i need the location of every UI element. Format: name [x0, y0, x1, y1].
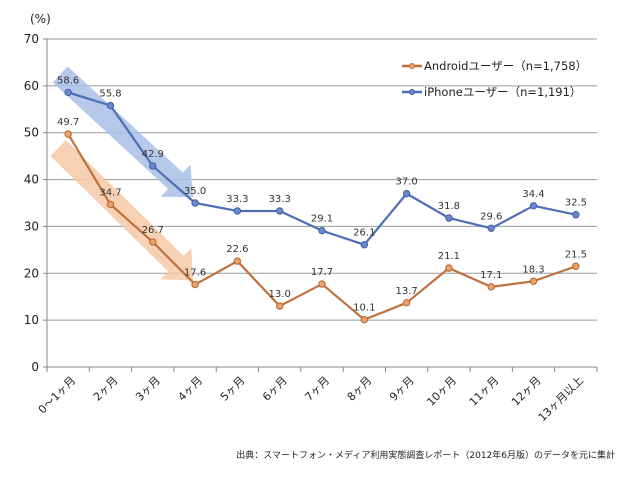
- iphone-data-label: 33.3: [269, 194, 291, 205]
- iphone-data-point: [233, 207, 242, 215]
- android-data-point: [445, 264, 453, 272]
- x-tick-label: 8ヶ月: [345, 374, 375, 404]
- iphone-data-label: 37.0: [395, 177, 417, 188]
- trend-arrows: [50, 66, 194, 281]
- iphone-data-label: 34.4: [522, 189, 544, 200]
- android-data-point: [572, 262, 580, 270]
- iphone-data-label: 31.8: [438, 201, 460, 212]
- iphone-data-point: [572, 211, 580, 219]
- iphone-data-label: 29.6: [480, 211, 502, 222]
- android-data-point: [529, 277, 538, 285]
- x-tick-labels: 0〜1ヶ月 2ヶ月 3ヶ月 4ヶ月 5ヶ月 6ヶ月 7ヶ月 8ヶ月 9ヶ月 10ヶ月 11ヶ月 12ヶ…: [36, 374, 586, 424]
- legend-iphone-label: iPhoneユーザー（n=1,191）: [424, 85, 581, 99]
- axes: [43, 38, 598, 372]
- x-tick-label: 6ヶ月: [260, 374, 290, 404]
- android-data-point: [402, 299, 411, 307]
- android-data-point: [360, 315, 369, 324]
- iphone-data-point: [106, 101, 115, 110]
- x-tick-label: 4ヶ月: [175, 374, 205, 404]
- iphone-data-label: 35.0: [184, 186, 206, 197]
- y-tick-label: 70: [24, 32, 39, 46]
- x-tick-label: 13ヶ月以上: [536, 374, 586, 424]
- iphone-data-point: [402, 189, 411, 198]
- x-tick-label: 5ヶ月: [218, 374, 248, 404]
- legend-android-label: Androidユーザー（n=1,758）: [424, 59, 587, 73]
- x-tick-label: 3ヶ月: [133, 374, 163, 404]
- android-data-label: 34.7: [99, 187, 121, 198]
- iphone-data-point: [275, 207, 284, 215]
- iphone-data-point: [191, 199, 199, 207]
- legend-iphone-marker: [409, 89, 415, 95]
- y-tick-label: 40: [24, 173, 39, 187]
- android-data-label: 18.3: [522, 264, 544, 275]
- android-data-point: [275, 302, 284, 310]
- android-data-point: [149, 238, 157, 246]
- x-tick-label: 11ヶ月: [467, 374, 502, 409]
- iphone-data-point: [149, 162, 157, 170]
- iphone-data-label: 33.3: [226, 194, 248, 205]
- iphone-data-point: [64, 88, 72, 97]
- android-data-label: 22.6: [226, 244, 248, 255]
- x-tick-label: 10ヶ月: [424, 374, 459, 409]
- source-note: 出典：スマートフォン・メディア利用実態調査レポート（2012年6月版）のデータを…: [236, 449, 615, 461]
- legend-android-marker: [409, 63, 415, 69]
- y-tick-label: 60: [24, 79, 39, 93]
- data-labels: 49.7 34.7 26.7 17.6 22.6 13.0 17.7 10.1 13.7 21.1…: [57, 75, 587, 313]
- iphone-data-label: 58.6: [57, 75, 79, 86]
- android-data-label: 26.7: [142, 225, 164, 236]
- iphone-data-label: 26.1: [353, 228, 375, 239]
- iphone-data-point: [445, 214, 453, 222]
- y-tick-labels: 0 10 20 30 40 50 60 70: [24, 32, 39, 374]
- android-data-point: [487, 283, 495, 291]
- iphone-data-point: [529, 202, 538, 210]
- y-tick-label: 30: [24, 219, 39, 233]
- x-tick-label: 9ヶ月: [387, 374, 417, 404]
- android-data-label: 21.1: [438, 251, 460, 262]
- iphone-data-point: [487, 224, 495, 233]
- android-data-point: [64, 130, 72, 138]
- y-tick-label: 10: [24, 313, 39, 327]
- android-data-label: 17.7: [311, 267, 333, 278]
- android-data-label: 10.1: [353, 303, 375, 314]
- x-tick-label: 12ヶ月: [509, 374, 544, 409]
- x-tick-label: 7ヶ月: [302, 374, 332, 404]
- android-data-label: 21.5: [565, 249, 587, 260]
- android-data-point: [191, 280, 199, 289]
- android-data-label: 13.0: [269, 289, 291, 300]
- series-lines: [64, 88, 580, 324]
- iphone-data-label: 55.8: [99, 89, 121, 100]
- android-data-label: 17.1: [480, 270, 502, 281]
- iphone-data-label: 32.5: [565, 198, 587, 209]
- y-tick-label: 0: [31, 360, 39, 374]
- y-axis-unit-label: (%): [30, 12, 51, 26]
- y-tick-label: 50: [24, 126, 39, 140]
- android-data-label: 49.7: [57, 117, 79, 128]
- legend: Androidユーザー（n=1,758） iPhoneユーザー（n=1,191）: [402, 59, 587, 99]
- x-tick-label: 0〜1ヶ月: [36, 374, 78, 416]
- y-tick-label: 20: [24, 266, 39, 280]
- iphone-data-label: 29.1: [311, 214, 333, 225]
- android-data-label: 17.6: [184, 268, 206, 279]
- iphone-data-label: 42.9: [142, 149, 164, 160]
- x-tick-label: 2ヶ月: [91, 374, 121, 404]
- iphone-data-point: [318, 226, 326, 235]
- android-data-label: 13.7: [395, 286, 417, 297]
- android-data-point: [233, 257, 242, 265]
- android-data-point: [106, 200, 115, 209]
- iphone-data-point: [360, 241, 369, 249]
- android-data-point: [318, 280, 326, 288]
